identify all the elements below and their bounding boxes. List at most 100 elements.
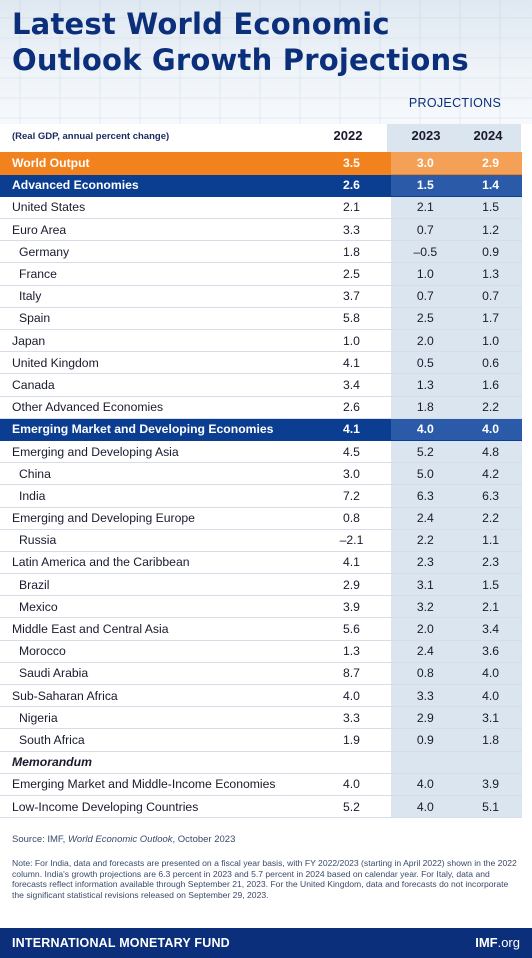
table-row: Brazil 2.9 3.1 1.5: [0, 573, 532, 597]
cell-2022: 4.1: [311, 418, 392, 441]
row-label: South Africa: [0, 728, 312, 752]
row-label: Low-Income Developing Countries: [0, 795, 312, 819]
table-row: Emerging Market and Middle-Income Econom…: [0, 773, 532, 796]
table-row: Japan 1.0 2.0 1.0: [0, 329, 532, 353]
cell-2023: 2.1: [391, 196, 460, 220]
table-row: China 3.0 5.0 4.2: [0, 462, 532, 486]
cell-2022: 5.2: [311, 795, 392, 819]
row-label: Japan: [0, 329, 312, 353]
cell-2024: 3.6: [459, 640, 532, 663]
cell-2023: 2.5: [391, 307, 460, 331]
cell-2024: 4.8: [459, 440, 532, 464]
cell-2023: 2.3: [391, 551, 460, 575]
cell-2022: 1.8: [311, 240, 392, 264]
projections-label: PROJECTIONS: [408, 96, 502, 110]
table-row: Emerging and Developing Asia 4.5 5.2 4.8: [0, 440, 532, 464]
source-note: Source: IMF, World Economic Outlook, Oct…: [12, 834, 235, 845]
row-label: Germany: [0, 240, 312, 264]
table-row: South Africa 1.9 0.9 1.8: [0, 728, 532, 752]
table-row: Germany 1.8 –0.5 0.9: [0, 240, 532, 264]
row-label: Brazil: [0, 573, 312, 597]
cell-2023: 2.9: [391, 706, 460, 730]
row-label: United Kingdom: [0, 351, 312, 375]
cell-2024: 1.2: [459, 218, 532, 242]
cell-2022: 3.5: [311, 152, 392, 175]
cell-2023: 4.0: [391, 795, 460, 819]
cell-2024: 2.3: [459, 551, 532, 575]
cell-2022: 8.7: [311, 662, 392, 686]
row-label: France: [0, 262, 312, 286]
units-note: (Real GDP, annual percent change): [12, 131, 170, 142]
row-label: Emerging and Developing Asia: [0, 440, 312, 464]
cell-2023: 6.3: [391, 484, 460, 508]
cell-2022: 3.0: [311, 462, 392, 486]
table-row: Nigeria 3.3 2.9 3.1: [0, 706, 532, 730]
table-body: World Output 3.5 3.0 2.9 Advanced Economies 2…: [0, 152, 532, 819]
row-label: Emerging Market and Middle-Income Econom…: [0, 773, 312, 796]
cell-2024: 1.5: [459, 573, 532, 597]
cell-2024: 5.1: [459, 795, 532, 819]
row-label: Mexico: [0, 595, 312, 619]
row-label: World Output: [0, 152, 312, 175]
column-header-2022: 2022: [333, 128, 363, 143]
row-label: Memorandum: [0, 751, 312, 774]
cell-2024: 2.1: [459, 595, 532, 619]
website-link[interactable]: IMF.org: [475, 935, 520, 950]
table-row: Italy 3.7 0.7 0.7: [0, 285, 532, 308]
cell-2023: 0.9: [391, 728, 460, 752]
cell-2022: 3.3: [311, 706, 392, 730]
row-label: United States: [0, 196, 312, 220]
table-row: United Kingdom 4.1 0.5 0.6: [0, 351, 532, 375]
cell-2023: 2.2: [391, 529, 460, 552]
cell-2023: 4.0: [391, 773, 460, 796]
cell-2024: 4.0: [459, 684, 532, 708]
cell-2024: 1.0: [459, 329, 532, 353]
cell-2024: 0.9: [459, 240, 532, 264]
source-suffix: , October 2023: [172, 834, 236, 845]
cell-2023: 3.1: [391, 573, 460, 597]
table-row: United States 2.1 2.1 1.5: [0, 196, 532, 220]
table-row: Russia –2.1 2.2 1.1: [0, 529, 532, 552]
cell-2022: 4.5: [311, 440, 392, 464]
cell-2023: 5.0: [391, 462, 460, 486]
table-row: Emerging Market and Developing Economies…: [0, 418, 532, 441]
cell-2022: 3.3: [311, 218, 392, 242]
organization-name: INTERNATIONAL MONETARY FUND: [12, 936, 230, 950]
cell-2022: 2.9: [311, 573, 392, 597]
cell-2022: 4.1: [311, 351, 392, 375]
table-row: Spain 5.8 2.5 1.7: [0, 307, 532, 331]
table-row: Emerging and Developing Europe 0.8 2.4 2.2: [0, 507, 532, 530]
table-row: World Output 3.5 3.0 2.9: [0, 152, 532, 175]
cell-2024: 1.6: [459, 373, 532, 397]
cell-2024: 4.0: [459, 662, 532, 686]
row-label: Italy: [0, 285, 312, 308]
row-label: India: [0, 484, 312, 508]
table-row: Middle East and Central Asia 5.6 2.0 3.4: [0, 617, 532, 641]
row-label: Spain: [0, 307, 312, 331]
row-label: China: [0, 462, 312, 486]
cell-2022: 4.0: [311, 684, 392, 708]
cell-2022: 5.6: [311, 617, 392, 641]
table-row: France 2.5 1.0 1.3: [0, 262, 532, 286]
cell-2022: 2.6: [311, 396, 392, 419]
cell-2024: 1.7: [459, 307, 532, 331]
cell-2023: 3.0: [391, 152, 460, 175]
table-row: Latin America and the Caribbean 4.1 2.3 2.3: [0, 551, 532, 575]
source-publication: World Economic Outlook: [67, 834, 173, 845]
table-row: Saudi Arabia 8.7 0.8 4.0: [0, 662, 532, 686]
table-row: Mexico 3.9 3.2 2.1: [0, 595, 532, 619]
cell-2023: 2.0: [391, 329, 460, 353]
cell-2023: 5.2: [391, 440, 460, 464]
cell-2023: 2.4: [391, 507, 460, 530]
row-label: Emerging Market and Developing Economies: [0, 418, 312, 441]
cell-2022: 1.9: [311, 728, 392, 752]
cell-2024: 3.4: [459, 617, 532, 641]
cell-2024: 0.7: [459, 285, 532, 308]
growth-projections-table: World Output 3.5 3.0 2.9 Advanced Economies 2…: [0, 152, 532, 819]
row-label: Morocco: [0, 640, 312, 663]
row-label: Sub-Saharan Africa: [0, 684, 312, 708]
cell-2024: 2.2: [459, 507, 532, 530]
website-bold: IMF: [475, 935, 498, 950]
table-row: Advanced Economies 2.6 1.5 1.4: [0, 174, 532, 197]
row-label: Euro Area: [0, 218, 312, 242]
